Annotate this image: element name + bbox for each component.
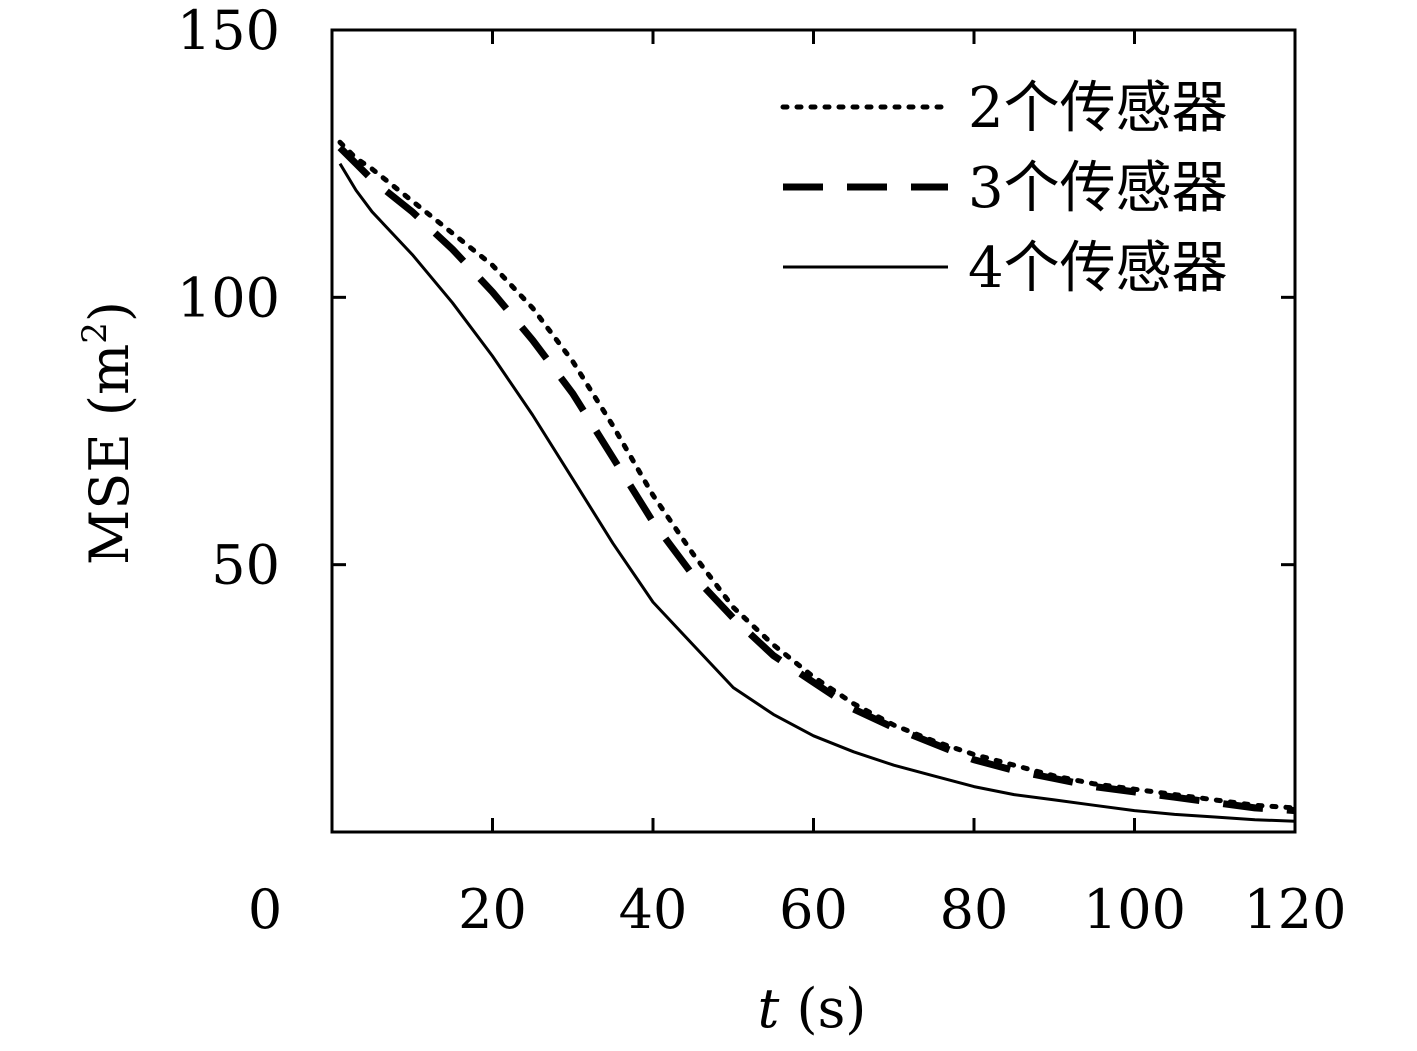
x-axis-label: t (s): [758, 977, 867, 1040]
x-tick-label: 20: [458, 878, 527, 941]
y-axis-label: MSE (m2): [75, 301, 141, 565]
y-tick-label: 100: [177, 266, 280, 329]
plot-frame: [330, 28, 1297, 834]
series-line-4-sensors: [338, 162, 1296, 823]
series-line-2-sensors: [337, 139, 1298, 811]
axis-ticks: 20 40 60 80 100 120 50 100 150: [177, 0, 1347, 941]
x-tick-label: 40: [619, 878, 688, 941]
legend-label-2-sensors: 2个传感器: [968, 76, 1228, 141]
series-line-3-sensors: [337, 145, 1296, 815]
y-axis-label-superscript: 2: [75, 322, 115, 344]
x-axis-variable: t: [758, 977, 780, 1040]
legend: 2个传感器 3个传感器 4个传感器: [780, 76, 1228, 301]
x-tick-label: 120: [1243, 878, 1346, 941]
y-tick-label: 50: [211, 534, 280, 597]
x-axis-unit: (s): [779, 977, 866, 1040]
plot-lines: [337, 139, 1298, 823]
x-tick-label: 100: [1083, 878, 1186, 941]
x-origin-tick-label: 0: [248, 878, 282, 941]
legend-label-4-sensors: 4个传感器: [968, 236, 1228, 301]
x-tick-label: 80: [940, 878, 1009, 941]
y-axis-label-close: ): [78, 301, 141, 322]
legend-label-3-sensors: 3个传感器: [968, 156, 1228, 221]
y-tick-label: 150: [177, 0, 280, 62]
y-axis-label-main: MSE (m: [78, 344, 141, 565]
x-tick-label: 60: [779, 878, 848, 941]
